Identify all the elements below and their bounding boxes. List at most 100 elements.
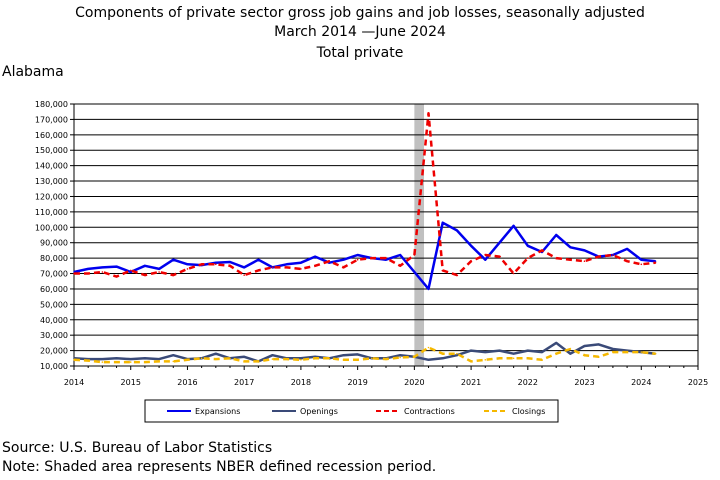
chart-date-range: March 2014 —June 2024 — [274, 24, 446, 40]
data-point-openings — [597, 343, 600, 346]
chart-title: Components of private sector gross job g… — [75, 5, 645, 21]
data-point-closings — [371, 357, 373, 360]
data-point-openings — [583, 345, 586, 347]
data-point-contractions — [527, 257, 529, 259]
legend-label-openings: Openings — [300, 407, 338, 416]
x-tick-label: 2023 — [574, 378, 594, 387]
data-point-contractions — [73, 272, 75, 275]
data-point-openings — [399, 354, 402, 357]
y-tick-label: 150,000 — [35, 146, 68, 155]
data-point-contractions — [300, 268, 302, 270]
data-point-closings — [215, 358, 217, 360]
data-point-expansions — [300, 261, 302, 264]
data-point-closings — [314, 357, 316, 360]
data-point-expansions — [158, 268, 160, 270]
data-point-contractions — [555, 257, 557, 259]
plot-frame — [73, 103, 699, 367]
x-tick-label: 2020 — [404, 378, 424, 387]
data-point-contractions — [158, 271, 160, 273]
data-point-expansions — [626, 248, 628, 250]
region-label: Alabama — [2, 64, 64, 80]
data-point-contractions — [257, 269, 260, 272]
data-point-expansions — [356, 254, 359, 256]
data-point-contractions — [215, 263, 217, 266]
data-point-expansions — [215, 261, 217, 264]
data-point-expansions — [257, 258, 260, 261]
data-point-closings — [200, 357, 203, 360]
data-point-expansions — [527, 245, 529, 247]
data-point-contractions — [101, 271, 104, 273]
data-point-closings — [626, 351, 628, 353]
series-line-openings — [73, 341, 656, 363]
source-note: Source: U.S. Bureau of Labor Statistics — [2, 440, 273, 456]
data-point-openings — [555, 342, 557, 344]
data-point-closings — [413, 356, 416, 358]
x-tick-label: 2015 — [121, 378, 141, 387]
data-point-openings — [115, 357, 118, 360]
data-point-closings — [243, 360, 245, 363]
data-point-expansions — [172, 258, 175, 261]
x-tick-label: 2019 — [347, 378, 367, 387]
data-point-openings — [144, 357, 146, 360]
data-point-expansions — [101, 266, 104, 269]
data-point-openings — [427, 359, 430, 361]
data-point-contractions — [356, 258, 359, 261]
data-point-contractions — [314, 265, 316, 267]
data-point-expansions — [441, 221, 444, 224]
data-point-closings — [597, 356, 600, 358]
y-tick-label: 140,000 — [35, 162, 68, 171]
y-tick-label: 30,000 — [40, 331, 68, 340]
data-point-contractions — [470, 260, 472, 263]
data-point-expansions — [427, 288, 430, 290]
data-point-expansions — [569, 246, 572, 249]
data-point-contractions — [87, 272, 89, 275]
y-tick-label: 20,000 — [40, 347, 68, 356]
data-point-openings — [172, 354, 175, 357]
data-point-closings — [385, 358, 387, 360]
data-point-expansions — [413, 271, 416, 273]
data-point-openings — [101, 358, 104, 360]
data-point-openings — [271, 354, 274, 357]
data-point-contractions — [441, 269, 444, 272]
y-tick-label: 120,000 — [35, 192, 68, 201]
data-point-openings — [356, 353, 359, 356]
x-tick-label: 2024 — [631, 378, 651, 387]
data-point-openings — [541, 351, 543, 353]
data-point-contractions — [569, 258, 572, 261]
data-point-expansions — [456, 229, 458, 232]
y-tick-label: 70,000 — [40, 270, 68, 279]
data-point-openings — [441, 357, 444, 360]
data-point-closings — [328, 357, 331, 360]
x-tick-label: 2017 — [234, 378, 254, 387]
data-point-closings — [87, 359, 89, 362]
y-tick-label: 180,000 — [35, 100, 68, 109]
data-point-closings — [512, 357, 515, 360]
data-point-closings — [427, 346, 430, 349]
data-point-closings — [569, 348, 572, 350]
data-point-closings — [73, 359, 75, 361]
data-point-expansions — [399, 254, 402, 256]
data-point-contractions — [427, 112, 430, 114]
data-point-closings — [285, 358, 288, 360]
legend-label-closings: Closings — [512, 407, 545, 416]
data-point-contractions — [541, 249, 543, 252]
data-point-contractions — [285, 266, 288, 269]
data-point-openings — [498, 349, 501, 352]
data-point-openings — [484, 351, 487, 353]
data-point-contractions — [626, 260, 628, 263]
data-point-openings — [456, 354, 458, 357]
data-point-openings — [470, 349, 472, 352]
data-point-closings — [229, 357, 231, 360]
x-tick-label: 2014 — [64, 378, 84, 387]
y-tick-label: 80,000 — [40, 254, 68, 263]
data-point-closings — [115, 361, 118, 363]
data-point-closings — [498, 357, 501, 360]
data-point-closings — [342, 359, 345, 361]
y-tick-label: 170,000 — [35, 115, 68, 124]
data-point-expansions — [243, 266, 245, 269]
data-point-contractions — [399, 265, 402, 267]
data-point-expansions — [583, 249, 586, 252]
y-tick-label: 50,000 — [40, 300, 68, 309]
data-point-openings — [527, 349, 529, 352]
data-point-openings — [612, 348, 614, 350]
